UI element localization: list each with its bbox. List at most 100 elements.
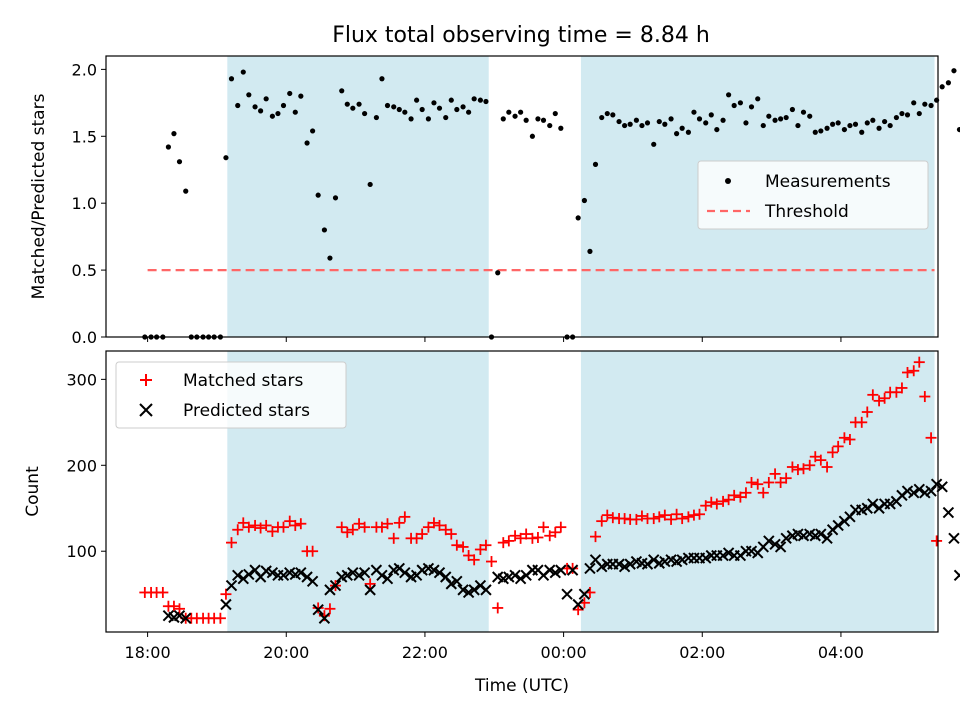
matched-star-point — [549, 526, 561, 538]
measurement-point — [685, 129, 692, 135]
matched-star-point — [815, 454, 827, 466]
predicted-star-point — [832, 519, 844, 532]
measurement-point — [911, 100, 917, 106]
measurement-point — [760, 122, 766, 129]
measurement-point — [466, 109, 472, 115]
measurement-point — [592, 161, 599, 167]
predicted-star-point — [295, 566, 307, 579]
matched-star-point — [601, 509, 613, 521]
bottom-observing-window-2 — [580, 351, 935, 632]
matched-star-point — [440, 524, 452, 536]
measurement-point — [644, 120, 651, 126]
matched-star-point — [416, 528, 428, 540]
matched-star-point — [873, 395, 885, 407]
measurement-point — [321, 227, 327, 233]
legend-predicted-marker — [139, 403, 153, 417]
predicted-star-point — [180, 612, 192, 624]
predicted-star-point — [341, 569, 353, 581]
measurement-point — [454, 106, 460, 113]
measurement-point — [240, 69, 246, 75]
measurement-point — [535, 116, 541, 122]
matched-star-point — [740, 487, 752, 499]
measurement-point — [882, 118, 888, 125]
top-y-tick-label: 2.0 — [72, 60, 97, 79]
matched-star-point — [353, 518, 365, 530]
measurement-point — [893, 114, 900, 121]
measurement-point — [263, 96, 269, 102]
matched-star-point — [705, 496, 717, 508]
predicted-star-point — [480, 584, 492, 596]
predicted-star-point — [433, 566, 446, 579]
matched-star-point — [659, 509, 671, 521]
measurement-point — [495, 270, 501, 276]
legend-measurements-marker — [725, 178, 731, 184]
predicted-star-point — [318, 612, 331, 624]
matched-star-point — [693, 508, 705, 520]
measurement-point — [298, 93, 304, 99]
measurement-point — [945, 80, 952, 86]
matched-star-point — [364, 578, 376, 590]
measurement-point — [800, 109, 807, 115]
measurement-point — [599, 114, 605, 121]
matched-star-point — [214, 612, 226, 624]
predicted-star-point — [700, 552, 712, 564]
matched-star-point — [232, 524, 244, 536]
matched-star-point — [324, 603, 336, 615]
measurement-point — [778, 116, 784, 122]
predicted-star-point — [329, 579, 342, 592]
top-y-tick-label: 1.0 — [72, 194, 97, 213]
measurement-point — [737, 100, 744, 106]
predicted-star-point — [428, 564, 440, 576]
matched-star-point — [925, 432, 937, 444]
matched-star-point — [457, 541, 469, 553]
top-x-ticks — [147, 337, 842, 342]
predicted-star-point — [266, 566, 279, 579]
matched-star-point — [480, 539, 492, 551]
matched-star-point — [648, 513, 660, 525]
measurement-point — [887, 122, 893, 129]
measurement-point — [864, 120, 870, 126]
measurement-point — [258, 108, 264, 114]
legend-matched-label: Matched stars — [183, 371, 303, 391]
measurement-point — [922, 101, 928, 107]
matched-star-point — [341, 526, 353, 538]
ratio-panel: 0.00.51.01.52.0 Matched/Predicted stars … — [29, 55, 960, 347]
measurement-point — [367, 181, 373, 188]
predicted-star-point — [913, 483, 925, 496]
matched-star-point — [711, 498, 723, 510]
measurement-point — [396, 106, 402, 113]
matched-star-point — [572, 604, 584, 616]
matched-star-point — [312, 602, 324, 614]
x-axis-label: Time (UTC) — [474, 676, 569, 696]
predicted-star-point — [566, 564, 579, 576]
predicted-star-point — [451, 575, 463, 588]
measurement-point — [391, 104, 397, 110]
matched-star-point — [492, 602, 504, 614]
matched-star-point — [769, 468, 781, 480]
measurement-point — [662, 121, 668, 127]
predicted-star-point — [584, 562, 596, 575]
predicted-star-point — [763, 535, 775, 547]
measurement-point — [818, 128, 824, 134]
predicted-star-point — [717, 549, 729, 562]
measurement-point — [847, 122, 853, 129]
measurement-point — [859, 129, 865, 135]
predicted-star-point — [468, 584, 480, 596]
count-panel: 18:00 20:00 22:00 00:00 02:00 04:00 100 200 300… — [23, 350, 960, 696]
measurement-point — [558, 125, 564, 131]
measurement-point — [951, 68, 957, 74]
predicted-star-point — [596, 560, 608, 573]
matched-star-point — [237, 517, 249, 529]
measurement-point — [408, 116, 414, 122]
measurement-point — [506, 109, 512, 115]
matched-star-point — [168, 600, 180, 612]
matched-star-point — [671, 508, 683, 520]
predicted-star-point — [462, 586, 475, 599]
predicted-star-point — [312, 603, 324, 616]
measurement-point — [471, 96, 477, 102]
matched-star-point — [856, 416, 868, 428]
predicted-star-point — [364, 584, 376, 596]
predicted-star-point — [225, 579, 238, 592]
measurement-point — [518, 109, 524, 115]
predicted-star-point — [555, 564, 567, 576]
